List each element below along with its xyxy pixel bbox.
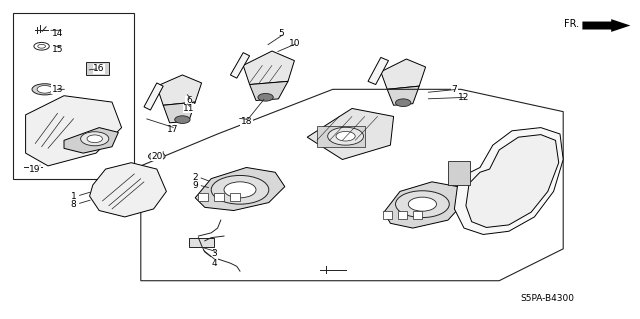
Circle shape: [211, 175, 269, 204]
Bar: [198, 193, 208, 201]
Text: 19: 19: [29, 165, 41, 174]
Text: 15: 15: [52, 45, 63, 54]
Text: 8: 8: [71, 200, 76, 209]
Polygon shape: [26, 96, 122, 166]
Bar: [317, 126, 365, 147]
Bar: [448, 161, 470, 185]
Polygon shape: [454, 128, 563, 234]
Polygon shape: [387, 86, 419, 105]
Text: 11: 11: [183, 104, 195, 113]
FancyArrow shape: [582, 19, 630, 32]
Text: 13: 13: [52, 85, 63, 94]
Text: 14: 14: [52, 29, 63, 38]
Circle shape: [175, 116, 190, 123]
Text: S5PA-B4300: S5PA-B4300: [520, 294, 574, 303]
Bar: [214, 193, 224, 201]
Polygon shape: [64, 128, 118, 153]
Circle shape: [258, 93, 273, 101]
Bar: [189, 238, 214, 247]
Circle shape: [38, 44, 45, 48]
Polygon shape: [163, 102, 195, 123]
Text: 12: 12: [458, 93, 470, 102]
Text: 20: 20: [151, 152, 163, 161]
Circle shape: [152, 154, 161, 159]
Ellipse shape: [32, 84, 58, 95]
Text: 5: 5: [279, 29, 284, 38]
Bar: [383, 211, 392, 219]
Polygon shape: [384, 182, 464, 228]
Text: 18: 18: [241, 117, 252, 126]
Text: 1: 1: [71, 192, 76, 201]
Text: FR.: FR.: [564, 19, 579, 29]
Circle shape: [328, 127, 364, 145]
Text: 17: 17: [167, 125, 179, 134]
Bar: [13, 13, 134, 179]
Text: 6: 6: [186, 96, 191, 105]
Polygon shape: [157, 75, 202, 105]
Circle shape: [87, 135, 102, 143]
Polygon shape: [144, 83, 163, 110]
Polygon shape: [195, 167, 285, 211]
Text: 10: 10: [289, 39, 300, 48]
Polygon shape: [381, 59, 426, 89]
Polygon shape: [243, 51, 294, 85]
Bar: [398, 211, 407, 219]
Polygon shape: [90, 163, 166, 217]
Circle shape: [396, 99, 411, 107]
Text: 3: 3: [212, 249, 217, 258]
Polygon shape: [307, 108, 394, 160]
Text: 16: 16: [93, 64, 105, 73]
Circle shape: [408, 197, 436, 211]
Circle shape: [224, 182, 256, 198]
Polygon shape: [250, 81, 288, 100]
Circle shape: [396, 191, 449, 218]
Bar: [86, 62, 109, 75]
Text: 9: 9: [193, 181, 198, 189]
Text: 4: 4: [212, 259, 217, 268]
Text: 2: 2: [193, 173, 198, 182]
Bar: [230, 193, 240, 201]
Circle shape: [336, 131, 355, 141]
Polygon shape: [368, 57, 388, 85]
Circle shape: [81, 132, 109, 146]
Circle shape: [37, 85, 52, 93]
Bar: [413, 211, 422, 219]
Polygon shape: [230, 53, 250, 78]
Text: 7: 7: [452, 85, 457, 94]
Circle shape: [148, 152, 165, 160]
Circle shape: [34, 42, 49, 50]
Polygon shape: [466, 135, 559, 227]
